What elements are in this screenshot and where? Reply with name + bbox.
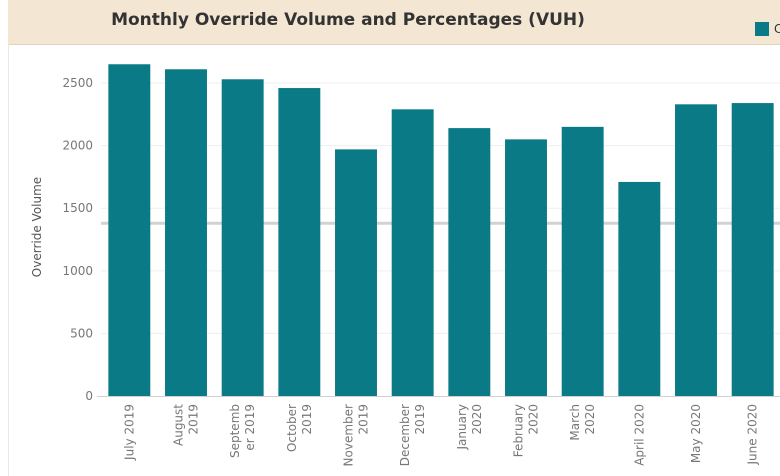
x-tick-label: January 2020 [455, 404, 484, 451]
x-tick-label: July 2019 [122, 404, 136, 461]
x-tick-label-line: 2020 [583, 404, 597, 435]
bar [731, 103, 774, 397]
legend-label: C [774, 22, 780, 36]
x-tick-label-line: August [172, 404, 186, 446]
x-tick-label-line: 2019 [187, 404, 201, 435]
chart-title: Monthly Override Volume and Percentages … [111, 10, 585, 30]
x-tick-label: November 2019 [342, 404, 371, 466]
y-tick-label: 1500 [62, 201, 93, 215]
x-tick-label-line: Septemb [228, 404, 242, 458]
x-tick-label: Septemb er 2019 [228, 404, 257, 458]
x-tick-label-line: July 2019 [122, 404, 136, 461]
x-tick-label: June 2020 [746, 404, 760, 466]
bar [165, 69, 207, 396]
x-tick-label-line: December [398, 404, 412, 466]
x-tick-label-line: 2019 [413, 404, 427, 435]
bar [505, 139, 547, 396]
bar [448, 128, 491, 396]
x-tick-label: December 2019 [398, 404, 427, 466]
x-tick-label-line: March [568, 404, 582, 441]
y-tick-label: 0 [85, 389, 93, 403]
chart-area: 0 500 1000 1500 2000 2500 Override Volume July … [8, 44, 780, 476]
chart-title-bar: Monthly Override Volume and Percentages … [8, 0, 780, 45]
x-tick-label-line: January [455, 404, 469, 451]
x-tick-label-line: February [512, 404, 526, 457]
bar [618, 181, 661, 396]
y-axis-label: Override Volume [30, 177, 44, 277]
x-tick-label-line: er 2019 [243, 404, 257, 451]
x-tick-label-line: May 2020 [689, 404, 703, 463]
bar [108, 64, 151, 396]
bar-chart: 0 500 1000 1500 2000 2500 Override Volume July … [30, 64, 780, 466]
x-tick-label: May 2020 [689, 404, 703, 463]
y-tick-label: 2500 [62, 76, 93, 90]
bar [221, 79, 264, 396]
x-tick-label-line: 2019 [357, 404, 371, 435]
x-tick-label-line: June 2020 [746, 404, 760, 466]
x-tick-label-line: October [285, 404, 299, 452]
x-tick-label-line: November [342, 404, 356, 466]
x-tick-label: March 2020 [568, 404, 597, 441]
y-tick-label: 1000 [62, 264, 93, 278]
x-tick-label-line: 2019 [300, 404, 314, 435]
bar [675, 104, 717, 397]
x-tick-label-line: 2020 [527, 404, 541, 435]
bar [278, 88, 321, 397]
bar [335, 149, 377, 396]
bar [561, 126, 604, 396]
y-tick-label: 500 [70, 326, 93, 340]
x-tick-label: October 2019 [285, 404, 314, 452]
x-tick-label: February 2020 [512, 404, 541, 457]
x-tick-label-line: 2020 [470, 404, 484, 435]
bar [391, 109, 434, 396]
y-tick-label: 2000 [62, 139, 93, 153]
legend-swatch [755, 22, 769, 36]
x-tick-label: April 2020 [632, 404, 646, 466]
x-tick-label: August 2019 [172, 404, 201, 446]
x-tick-label-line: April 2020 [632, 404, 646, 466]
